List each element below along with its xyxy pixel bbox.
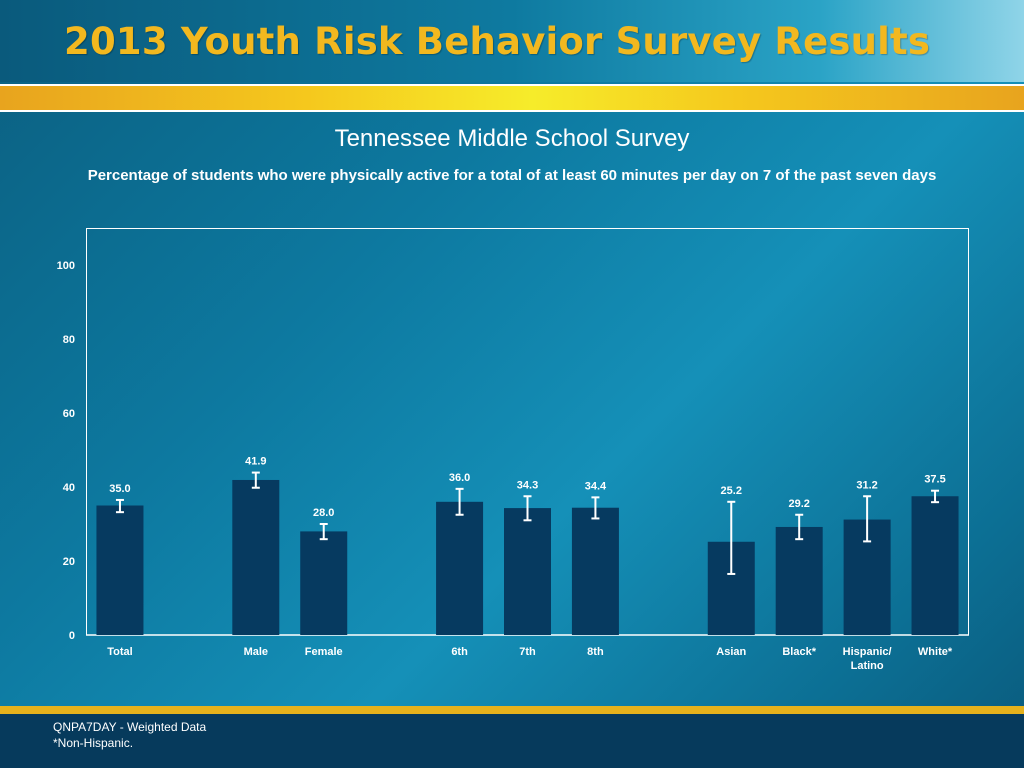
x-tick-label: Latino xyxy=(851,660,884,672)
y-tick-label: 20 xyxy=(63,556,75,568)
plot-frame xyxy=(86,228,969,635)
bar xyxy=(504,508,551,635)
footer-stripe xyxy=(0,706,1024,714)
page-title: 2013 Youth Risk Behavior Survey Results xyxy=(64,20,931,63)
data-label: 25.2 xyxy=(721,485,742,497)
x-tick-label: 8th xyxy=(587,646,604,658)
footnote-non-hispanic: *Non-Hispanic. xyxy=(53,736,134,750)
y-tick-label: 40 xyxy=(63,482,75,494)
bar xyxy=(571,507,619,635)
x-tick-label: Asian xyxy=(716,646,746,658)
bar xyxy=(300,531,348,635)
y-tick-label: 60 xyxy=(63,408,75,420)
data-label: 34.3 xyxy=(517,479,538,491)
footnote-data-source: QNPA7DAY - Weighted Data xyxy=(53,720,207,734)
chart-subtitle: Percentage of students who were physical… xyxy=(87,167,937,184)
bar xyxy=(96,505,144,635)
header-band xyxy=(0,0,1024,82)
accent-bar xyxy=(0,84,1024,112)
x-tick-label: Black* xyxy=(782,646,816,658)
data-label: 29.2 xyxy=(788,498,809,510)
x-tick-label: Total xyxy=(107,646,132,658)
data-label: 34.4 xyxy=(585,480,607,492)
data-label: 41.9 xyxy=(245,456,266,468)
chart-title: Tennessee Middle School Survey xyxy=(334,125,690,152)
bar xyxy=(911,496,959,635)
y-tick-label: 100 xyxy=(57,260,75,272)
x-tick-label: White* xyxy=(918,646,953,658)
data-label: 35.0 xyxy=(109,483,130,495)
bar xyxy=(775,526,823,635)
data-label: 31.2 xyxy=(856,479,877,491)
y-tick-label: 80 xyxy=(63,334,75,346)
bar xyxy=(232,479,280,635)
footer-band xyxy=(0,706,1024,768)
data-label: 36.0 xyxy=(449,472,470,484)
x-tick-label: 6th xyxy=(451,646,468,658)
data-label: 37.5 xyxy=(924,474,945,486)
y-tick-label: 0 xyxy=(69,630,75,642)
bar xyxy=(436,501,484,635)
x-tick-label: Male xyxy=(244,646,268,658)
x-tick-label: 7th xyxy=(519,646,536,658)
x-tick-label: Hispanic/ xyxy=(843,646,892,658)
x-tick-label: Female xyxy=(305,646,343,658)
data-label: 28.0 xyxy=(313,507,334,519)
